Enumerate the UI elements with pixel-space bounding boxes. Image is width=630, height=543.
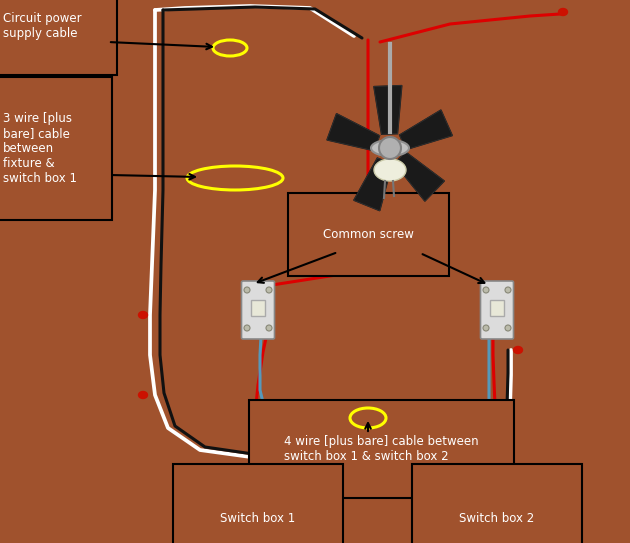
Bar <box>490 300 504 316</box>
Circle shape <box>266 325 272 331</box>
Text: Circuit power
supply cable: Circuit power supply cable <box>3 12 82 40</box>
Polygon shape <box>394 152 444 201</box>
Bar <box>251 300 265 316</box>
Circle shape <box>244 325 250 331</box>
Circle shape <box>379 137 401 159</box>
Ellipse shape <box>513 346 522 353</box>
Circle shape <box>266 287 272 293</box>
Circle shape <box>483 325 489 331</box>
Text: Common screw: Common screw <box>323 228 414 241</box>
Ellipse shape <box>139 392 147 399</box>
FancyBboxPatch shape <box>241 281 275 339</box>
Polygon shape <box>327 113 380 151</box>
Ellipse shape <box>559 9 568 16</box>
Polygon shape <box>374 86 402 134</box>
Text: 3 wire [plus
bare] cable
between
fixture &
switch box 1: 3 wire [plus bare] cable between fixture… <box>3 112 77 185</box>
Text: Switch box 1: Switch box 1 <box>220 512 295 525</box>
FancyBboxPatch shape <box>481 281 513 339</box>
Circle shape <box>505 325 511 331</box>
Ellipse shape <box>139 312 147 319</box>
Circle shape <box>483 287 489 293</box>
Ellipse shape <box>374 159 406 181</box>
Text: Switch box 2: Switch box 2 <box>459 512 535 525</box>
Circle shape <box>244 287 250 293</box>
Polygon shape <box>354 158 392 211</box>
Circle shape <box>505 287 511 293</box>
Text: 4 wire [plus bare] cable between
switch box 1 & switch box 2: 4 wire [plus bare] cable between switch … <box>284 435 479 463</box>
Polygon shape <box>399 110 452 150</box>
Ellipse shape <box>371 140 409 156</box>
